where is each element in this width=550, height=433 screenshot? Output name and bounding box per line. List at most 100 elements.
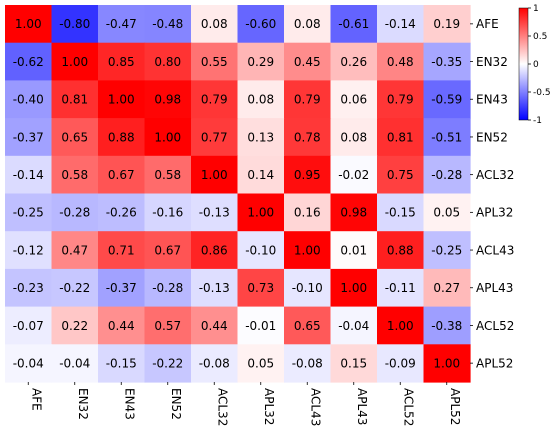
cell-value-label: 1.00 [201,168,228,182]
cell-value-label: 0.65 [61,130,88,144]
cell-value-label: 1.00 [61,55,88,69]
heatmap-cell [191,80,239,119]
heatmap-cell [237,155,285,195]
cell-value-label: 1.00 [108,93,135,107]
heatmap-cell [5,5,53,44]
cell-value-label: -0.04 [59,356,90,370]
x-tick-label: EN52 [169,388,183,420]
cell-value-label: -0.37 [13,130,44,144]
heatmap-cell [377,5,425,44]
cell-value-label: -0.04 [338,319,369,333]
heatmap-cell [284,80,332,119]
cell-value-label: 0.13 [247,130,274,144]
heatmap-cell [144,80,192,119]
heatmap-cell [191,193,239,232]
y-tick-label: EN32 [476,55,508,69]
y-tick-label: APL32 [476,206,513,220]
cell-value-label: 0.45 [294,55,321,69]
cell-value-label: -0.26 [106,206,137,220]
cell-value-label: 0.57 [154,319,181,333]
heatmap-cell [423,193,471,232]
colorbar-tick-label: 1 [533,4,539,14]
cell-value-label: 0.27 [433,281,460,295]
cell-value-label: -0.80 [59,17,90,31]
heatmap-cell [191,155,239,195]
heatmap-cell [144,306,192,345]
colorbar: 1 0.5 0 -0.5 -1 [518,4,550,126]
y-axis-tick-labels: AFE EN32 EN43 EN52 ACL32 APL32 ACL43 APL43 ACL52… [470,17,514,370]
x-tick-label: APL52 [448,388,462,425]
heatmap-cell [98,118,146,157]
heatmap-cell [5,155,53,195]
heatmap-cell [377,268,425,308]
heatmap-cell [191,306,239,345]
cell-value-label: 0.71 [108,243,135,257]
heatmap-cell [330,268,378,308]
heatmap-cell [51,268,99,308]
heatmap-cell [423,5,471,44]
heatmap-cell [237,80,285,119]
y-tick-label: ACL52 [476,319,514,333]
heatmap-cell [51,80,99,119]
heatmap-cell [377,42,425,81]
cell-value-label: 0.01 [340,243,367,257]
heatmap-cell [191,42,239,81]
cell-value-label: -0.13 [199,206,230,220]
cell-value-label: -0.28 [152,281,183,295]
cell-value-label: -0.40 [13,93,44,107]
cell-value-label: 0.79 [294,93,321,107]
heatmap-cell [423,306,471,345]
heatmap-cell [191,344,239,383]
cell-value-label: 0.67 [108,168,135,182]
heatmap-cell [330,193,378,232]
heatmap-cell [284,42,332,81]
heatmap-cell [5,118,53,157]
cell-value-label: 0.44 [108,319,135,333]
cell-value-label: 0.08 [247,93,274,107]
cell-value-label: -0.11 [385,281,416,295]
cell-value-label: 0.58 [154,168,181,182]
cell-value-label: -0.28 [431,168,462,182]
colorbar-tick-label: -1 [533,116,542,126]
cell-value-label: -0.01 [245,319,276,333]
x-tick-label: AFE [30,388,44,411]
cell-value-label: 1.00 [387,319,414,333]
heatmap-cell-labels: 1.00 -0.80 -0.47 -0.48 0.08 -0.60 0.08 -0.61 -0.… [13,17,463,370]
heatmap-cell [423,344,471,383]
cell-value-label: -0.22 [59,281,90,295]
cell-value-label: -0.14 [385,17,416,31]
cell-value-label: 0.95 [294,168,321,182]
heatmap-cells [5,5,471,383]
heatmap-cell [377,306,425,345]
heatmap-cell [377,80,425,119]
heatmap-cell [330,155,378,195]
heatmap-cell [377,193,425,232]
cell-value-label: -0.10 [292,281,323,295]
heatmap-cell [284,193,332,232]
heatmap-cell [51,155,99,195]
cell-value-label: 0.22 [61,319,88,333]
cell-value-label: 0.86 [201,243,228,257]
heatmap-cell [5,306,53,345]
heatmap-cell [144,155,192,195]
heatmap-cell [423,80,471,119]
cell-value-label: 0.81 [61,93,88,107]
cell-value-label: 0.08 [294,17,321,31]
cell-value-label: -0.25 [431,243,462,257]
cell-value-label: 0.85 [108,55,135,69]
heatmap-cell [51,306,99,345]
x-tick-label: APL32 [262,388,276,425]
x-tick-label: ACL43 [309,388,323,426]
cell-value-label: -0.47 [106,17,137,31]
cell-value-label: -0.13 [199,281,230,295]
cell-value-label: 0.29 [247,55,274,69]
cell-value-label: 1.00 [433,356,460,370]
heatmap-cell [5,193,53,232]
heatmap-cell [330,5,378,44]
heatmap-cell [423,268,471,308]
heatmap-cell [5,231,53,270]
heatmap-cell [330,42,378,81]
heatmap-cell [377,231,425,270]
heatmap-cell [237,193,285,232]
cell-value-label: -0.25 [13,206,44,220]
